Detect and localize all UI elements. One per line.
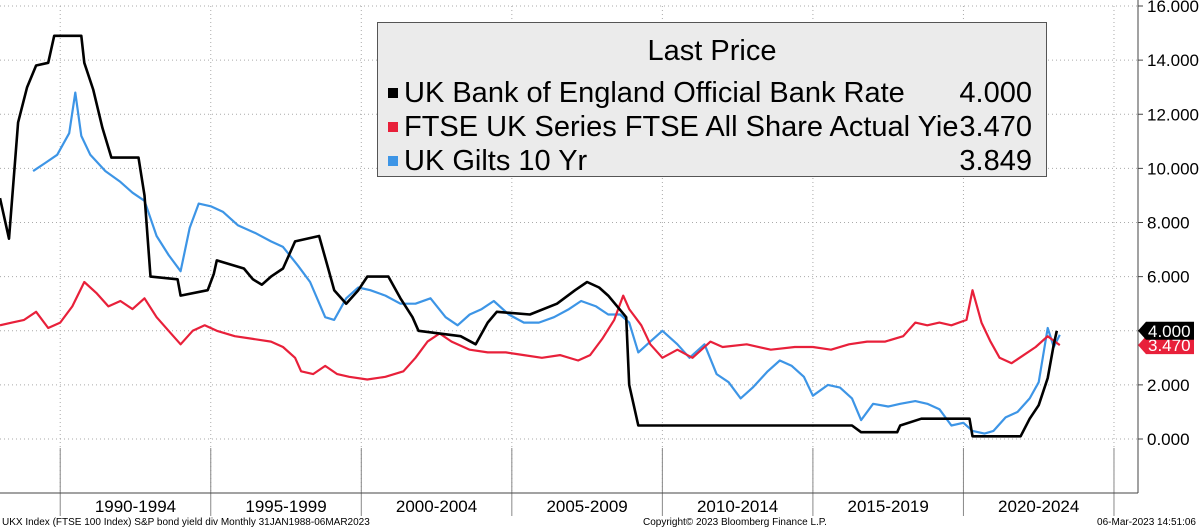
y-tick-label: 8.000 <box>1147 214 1190 233</box>
legend-entry-gilts: UK Gilts 10 Yr 3.849 <box>388 144 1032 178</box>
y-tick-label: 16.000 <box>1147 0 1199 16</box>
footer-copyright: Copyright© 2023 Bloomberg Finance L.P. <box>643 517 827 528</box>
series-line-0 <box>0 34 1059 438</box>
legend-entry-name: UK Bank of England Official Bank Rate <box>404 76 905 109</box>
x-period-label: 1990-1994 <box>95 497 176 516</box>
legend-entry-value: 3.470 <box>959 110 1032 143</box>
legend-swatch <box>388 122 398 132</box>
legend-entry-name: UK Gilts 10 Yr <box>404 144 588 177</box>
legend-entry-name: FTSE UK Series FTSE All Share Actual Yie… <box>404 110 960 143</box>
y-tick-label: 0.000 <box>1147 430 1190 449</box>
legend-swatch <box>388 88 398 98</box>
x-period-label: 2005-2009 <box>546 497 627 516</box>
x-period-label: 2000-2004 <box>396 497 477 516</box>
legend-entry-value: 3.849 <box>959 144 1032 177</box>
y-tick-label: 12.000 <box>1147 105 1199 124</box>
y-tick-label: 2.000 <box>1147 376 1190 395</box>
x-period-label: 1995-1999 <box>245 497 326 516</box>
footer-timestamp: 06-Mar-2023 14:51:06 <box>1097 517 1196 528</box>
series-lines <box>0 34 1061 438</box>
y-tick-label: 6.000 <box>1147 268 1190 287</box>
axes <box>0 0 1143 516</box>
last-value-tag <box>1138 336 1194 355</box>
legend-entry-bank-rate: UK Bank of England Official Bank Rate 4.… <box>388 76 1032 110</box>
axis-labels: 0.000 2.000 4.000 6.000 8.000 10.000 12.000 14.… <box>95 0 1199 516</box>
last-value-label: 4.000 <box>1148 322 1191 341</box>
y-tick-label: 14.000 <box>1147 51 1199 70</box>
series-line-2 <box>32 91 1061 435</box>
legend-entry-ftse-yield: FTSE UK Series FTSE All Share Actual Yie… <box>388 110 1032 144</box>
x-period-label: 2020-2024 <box>998 497 1079 516</box>
series-line-1 <box>0 280 1061 381</box>
last-value-tag <box>1138 321 1194 340</box>
x-period-label: 2015-2019 <box>848 497 929 516</box>
legend-entry-value: 4.000 <box>959 76 1032 109</box>
legend-swatch <box>388 156 398 166</box>
legend-title: Last Price <box>647 35 777 67</box>
legend-box: Last Price UK Bank of England Official B… <box>377 22 1047 177</box>
y-tick-label: 10.000 <box>1147 159 1199 178</box>
footer-source: UKX Index (FTSE 100 Index) S&P bond yiel… <box>2 517 370 528</box>
last-value-label: 3.470 <box>1148 336 1191 355</box>
x-period-label: 2010-2014 <box>697 497 778 516</box>
